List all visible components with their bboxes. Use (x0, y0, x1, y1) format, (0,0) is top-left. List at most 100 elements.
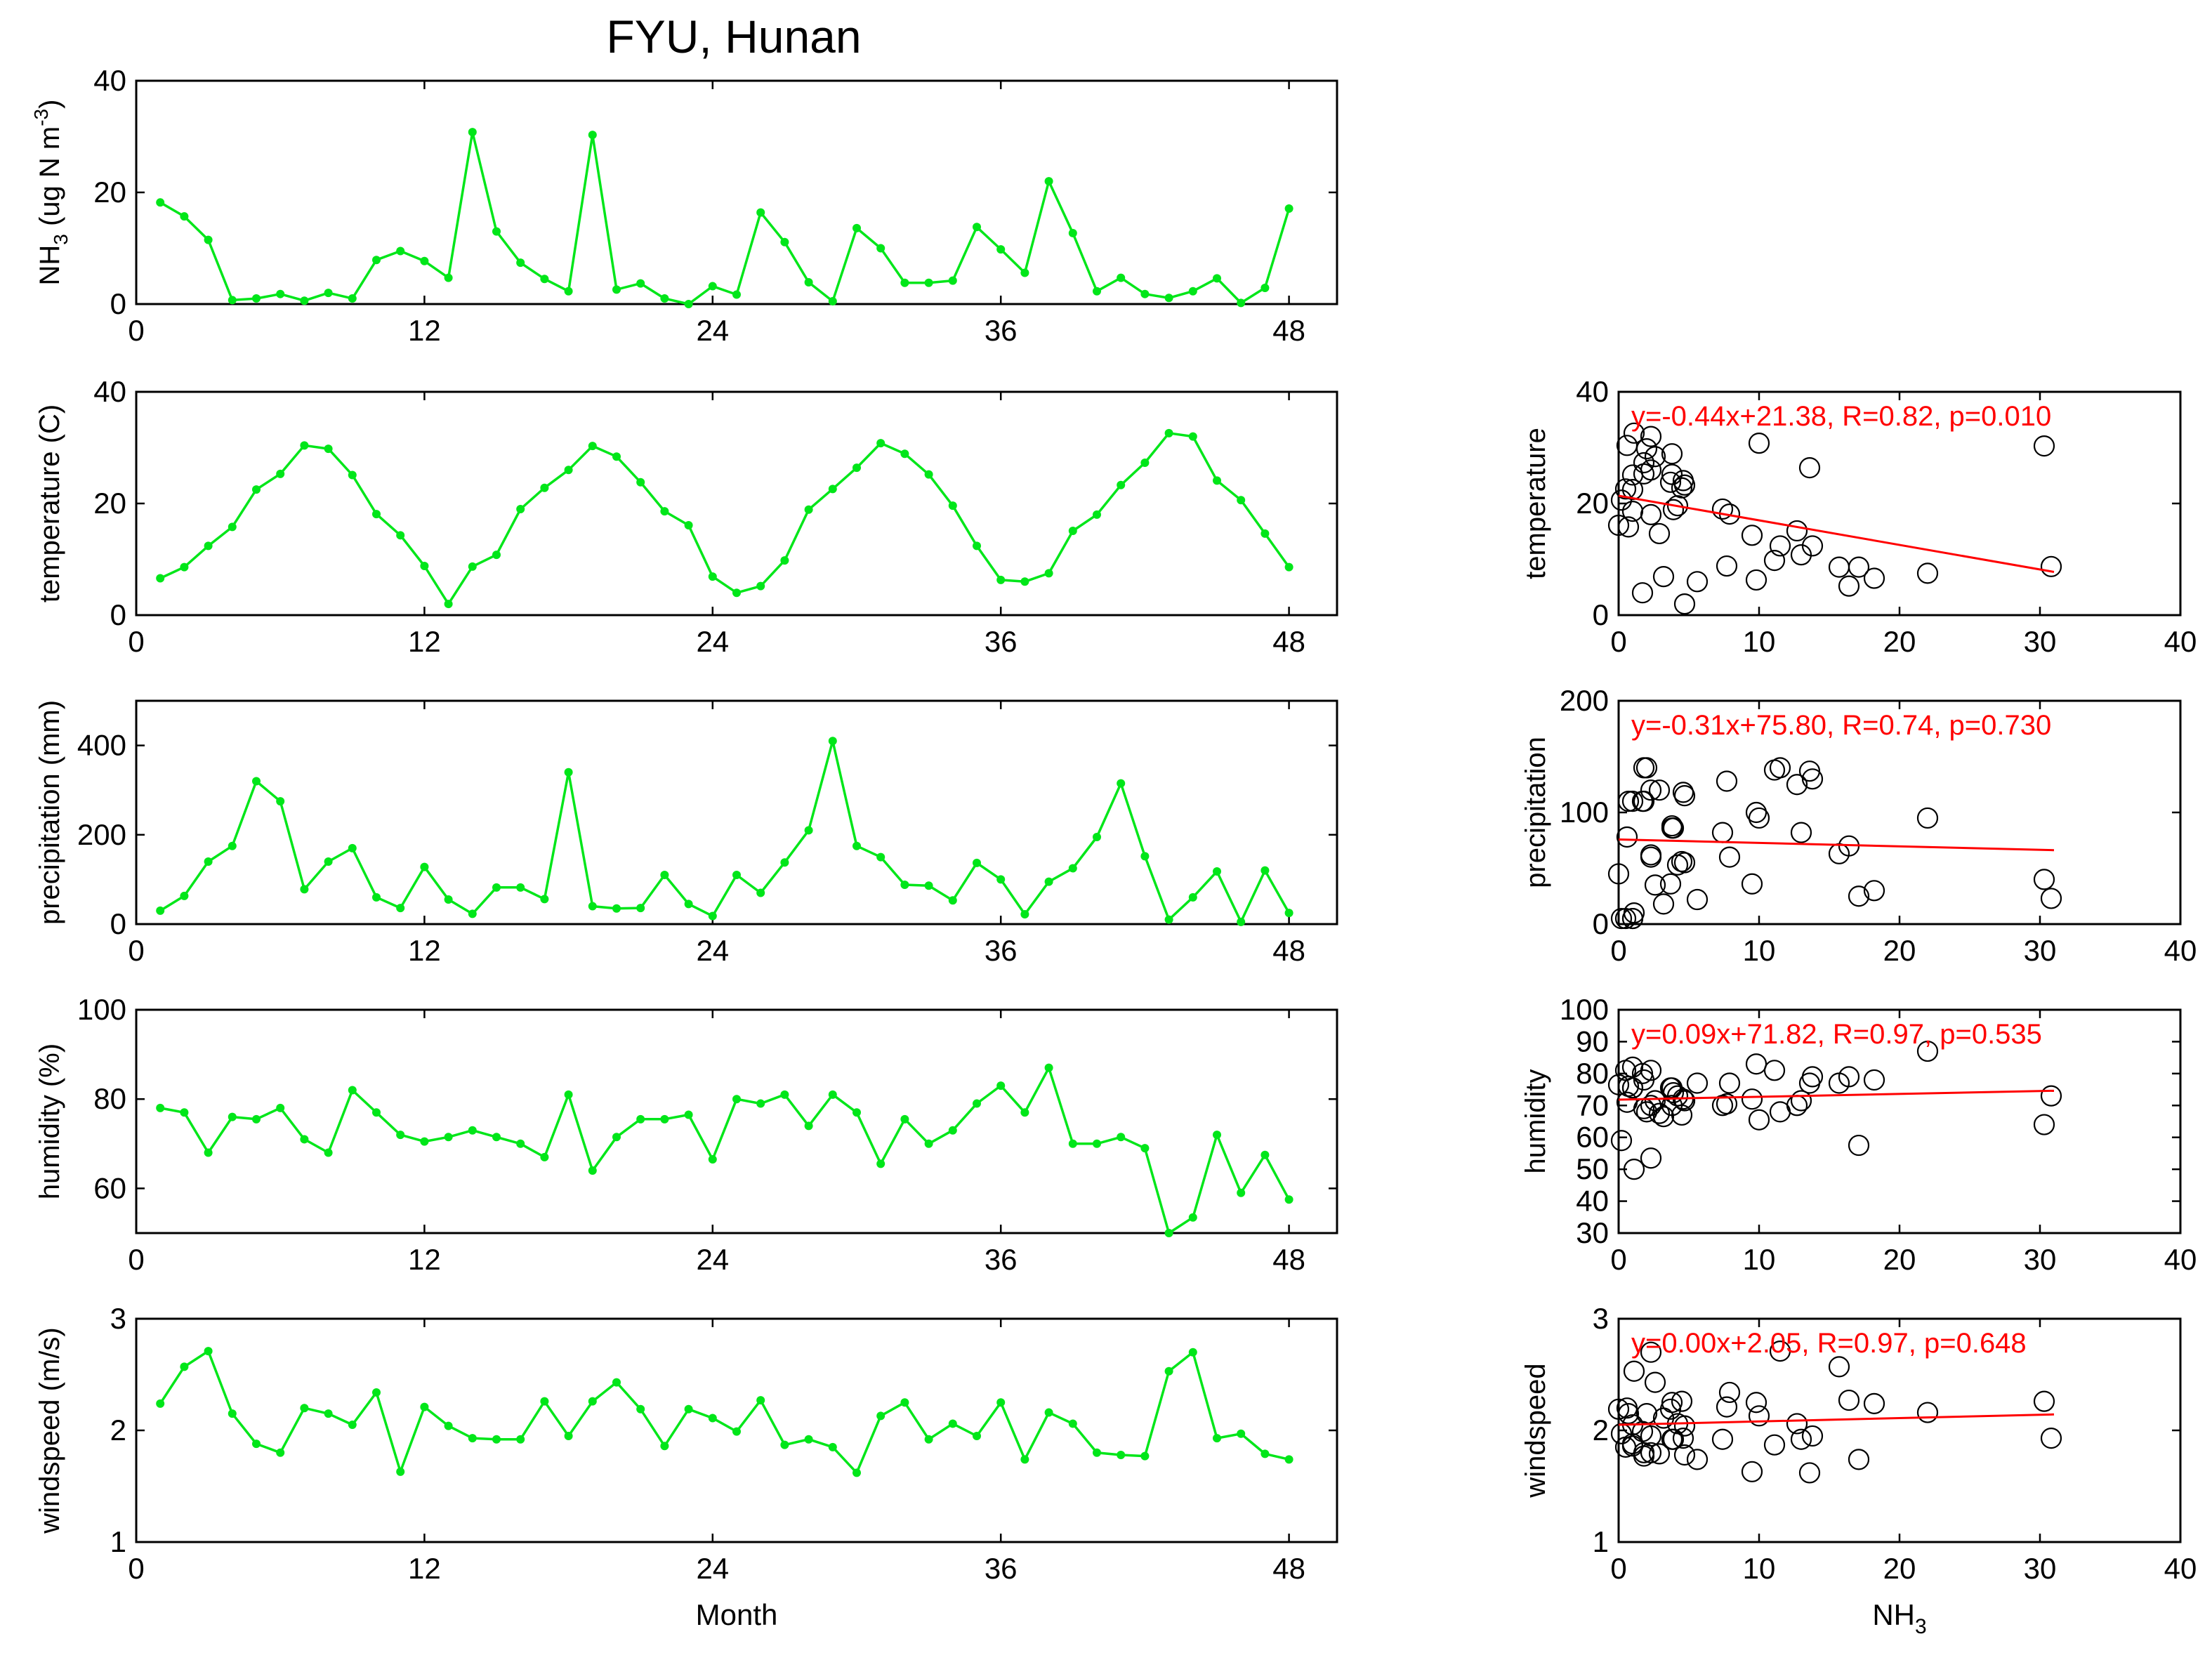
data-point (973, 858, 981, 867)
fit-equation: y=0.09x+71.82, R=0.97, p=0.535 (1631, 1019, 2042, 1050)
data-point (660, 871, 669, 880)
y-axis-label: windspeed (m/s) (34, 1327, 65, 1534)
data-point (876, 439, 886, 448)
x-tick-label: 0 (1610, 934, 1626, 967)
data-point (1117, 1450, 1126, 1459)
scatter-point (1745, 1392, 1767, 1414)
x-tick-label: 12 (408, 314, 441, 347)
scatter-point (1633, 757, 1655, 779)
data-point (540, 483, 549, 492)
scatter-point (1623, 1159, 1645, 1180)
data-point (324, 289, 333, 298)
data-point (204, 541, 213, 551)
scatter-point (1838, 1389, 1860, 1411)
data-point (1188, 432, 1197, 441)
scatter-point (2040, 1428, 2062, 1449)
scatter-point (1786, 1413, 1808, 1435)
data-point (756, 888, 765, 897)
data-point (444, 1133, 453, 1142)
x-tick-label: 0 (128, 625, 144, 658)
data-point (1020, 577, 1029, 586)
y-tick-label: 30 (1576, 1216, 1609, 1249)
data-point (828, 1090, 837, 1099)
data-point (612, 904, 621, 913)
scatter-point (1635, 437, 1658, 460)
data-point (1068, 229, 1077, 238)
scatter-point (1610, 1130, 1633, 1152)
y-tick-label: 90 (1576, 1025, 1609, 1058)
scatter-point (1652, 893, 1675, 915)
scatter-point (1623, 422, 1645, 444)
scatter-point (1659, 471, 1682, 493)
y-tick-label: 40 (1576, 375, 1609, 408)
x-tick-label: 10 (1743, 934, 1776, 967)
scatter-point (1666, 854, 1689, 876)
y-axis-label: windspeed (1520, 1363, 1551, 1498)
data-point (1044, 1063, 1053, 1072)
data-point (1213, 274, 1221, 283)
data-point (973, 223, 981, 232)
data-point (252, 485, 261, 494)
x-tick-label: 12 (408, 625, 441, 658)
y-axis-label: temperature (C) (34, 404, 65, 602)
y-tick-label: 200 (1560, 684, 1609, 717)
scatter-point (1711, 1095, 1734, 1116)
scatter-point (1763, 549, 1786, 572)
data-point (1117, 779, 1126, 788)
data-point (804, 826, 813, 835)
data-point (684, 900, 693, 909)
chart-ts_nh3: 0 12 24 36 48 0 20 40 NH3 (ug N m-3) (30, 64, 1338, 347)
data-point (876, 1411, 886, 1421)
data-point (1068, 526, 1077, 535)
data-point (492, 883, 501, 892)
scatter-point (2040, 555, 2062, 577)
data-point (156, 906, 165, 915)
data-point (300, 296, 309, 305)
scatter-point (1798, 1462, 1821, 1484)
scatter-point (1640, 503, 1662, 526)
data-point (852, 463, 861, 473)
scatter-point (1711, 822, 1734, 843)
x-tick-label: 10 (1743, 1552, 1776, 1585)
y-tick-label: 40 (1576, 1185, 1609, 1218)
data-point (996, 1398, 1006, 1407)
series-line (159, 432, 1291, 605)
y-tick-label: 20 (93, 487, 126, 520)
data-point (420, 1137, 429, 1146)
data-point (588, 442, 597, 451)
scatter-point (2033, 869, 2055, 890)
fit-equation: y=0.00x+2.05, R=0.97, p=0.648 (1631, 1328, 2027, 1359)
data-point (396, 246, 405, 256)
data-point (804, 1121, 813, 1131)
data-point (348, 843, 357, 852)
data-point (564, 466, 573, 475)
scatter-point (1798, 457, 1821, 479)
scatter-point (1790, 1428, 1812, 1450)
scatter-point (1748, 807, 1770, 829)
data-point (732, 588, 741, 598)
scatter-point (1640, 1341, 1662, 1363)
data-point (1213, 1434, 1221, 1443)
y-tick-label: 400 (77, 729, 126, 762)
data-point (708, 911, 717, 921)
data-point (420, 562, 429, 571)
data-point (708, 282, 717, 291)
scatter-point (1616, 826, 1638, 848)
data-point (1020, 1108, 1029, 1117)
scatter-point (1741, 1088, 1763, 1110)
scatter-point (1610, 907, 1633, 930)
data-point (1093, 1139, 1101, 1148)
scatter-point (1838, 1066, 1860, 1088)
data-point (612, 1378, 621, 1387)
scatter-point (1652, 566, 1675, 588)
data-point (636, 279, 645, 288)
scatter-point (1671, 1390, 1693, 1412)
fit-line (1618, 1413, 2055, 1426)
data-point (396, 531, 405, 540)
x-tick-label: 0 (1610, 625, 1626, 658)
data-point (612, 452, 621, 461)
scatter-point (1640, 459, 1662, 481)
data-point (660, 1442, 669, 1451)
data-point (396, 904, 405, 913)
data-point (1284, 1195, 1293, 1204)
